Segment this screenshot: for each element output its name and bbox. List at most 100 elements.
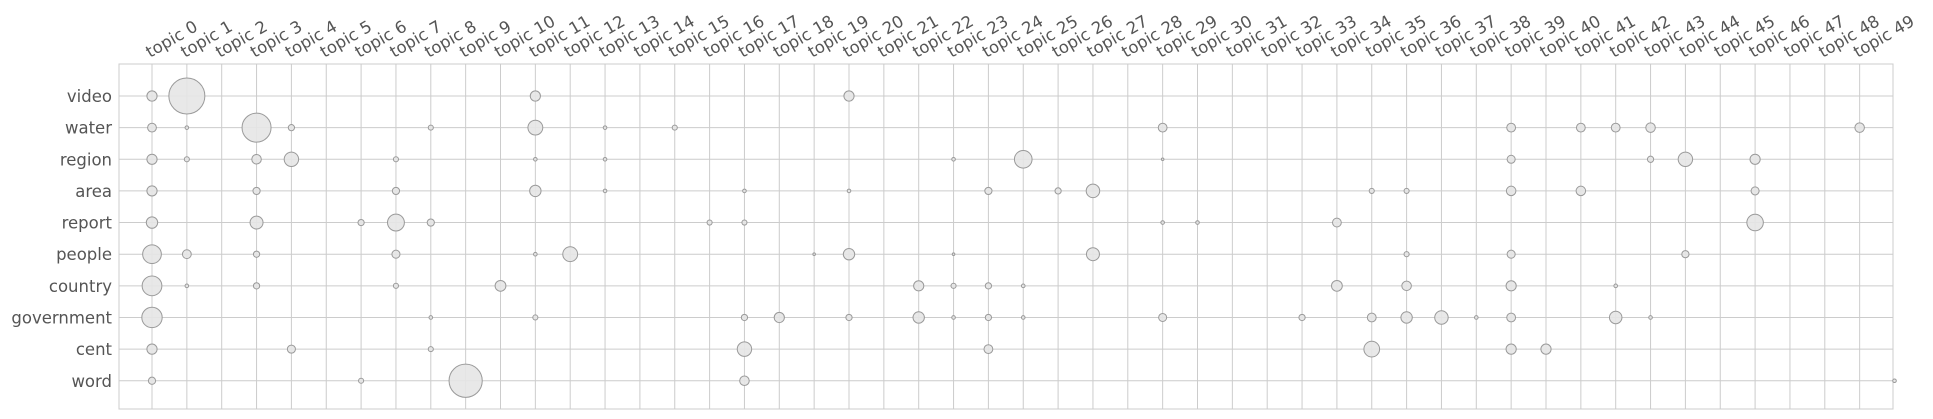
bubble-point — [1506, 154, 1516, 164]
bubble-point — [1677, 151, 1694, 167]
bubble-point — [1854, 122, 1865, 133]
bubble-point — [1434, 310, 1449, 325]
bubble-point — [1506, 122, 1517, 133]
bubble-point — [529, 184, 542, 198]
y-tick-label: region — [60, 150, 112, 169]
bubble-point — [562, 246, 579, 263]
bubble-point — [951, 156, 956, 162]
bubble-point — [146, 153, 158, 165]
bubble-point — [168, 77, 206, 115]
bubble-point — [846, 188, 852, 194]
bubble-point — [983, 344, 994, 355]
bubble-point — [147, 376, 157, 385]
bubble-point — [736, 341, 753, 357]
bubble-point — [426, 218, 435, 227]
y-tick-label: word — [71, 372, 112, 391]
bubble-point — [141, 306, 163, 329]
bubble-point — [392, 156, 399, 163]
bubble-point — [1085, 183, 1101, 199]
bubble-point — [1366, 312, 1377, 323]
y-tick-label: video — [67, 87, 112, 106]
bubble-point — [1645, 122, 1656, 133]
bubble-point — [532, 314, 539, 321]
bubble-point — [428, 315, 434, 320]
bubble-point — [1506, 249, 1516, 259]
bubble-point — [1195, 220, 1200, 225]
bubble-point — [913, 280, 925, 292]
bubble-point — [1331, 279, 1343, 292]
y-tick-label: report — [62, 214, 113, 233]
bubble-point — [1054, 187, 1062, 195]
bubble-point — [1474, 315, 1479, 320]
bubble-point — [1403, 187, 1410, 194]
bubble-point — [1020, 315, 1026, 320]
bubble-point — [1505, 343, 1517, 355]
bubble-point — [1160, 220, 1165, 225]
bubble-point — [249, 215, 264, 230]
bubble-point — [286, 344, 296, 354]
bubble-point — [1298, 313, 1306, 322]
bubble-point — [1505, 185, 1517, 197]
bubble-point — [146, 90, 158, 102]
bubble-point — [773, 311, 785, 324]
bubble-point — [181, 249, 192, 260]
bubble-point — [1401, 280, 1412, 292]
bubble-point — [283, 151, 300, 167]
bubble-point — [1160, 157, 1165, 162]
y-tick-label: government — [11, 308, 112, 327]
plot-frame — [118, 63, 1894, 410]
bubble-point — [1085, 247, 1100, 262]
bubble-point — [427, 346, 434, 353]
bubble-point — [1749, 153, 1761, 165]
bubble-point — [740, 313, 749, 322]
bubbles — [141, 77, 1897, 398]
bubble-point — [147, 122, 157, 133]
bubble-point — [387, 213, 405, 232]
bubble-point — [842, 248, 856, 261]
bubble-point — [146, 185, 158, 197]
bubble-point — [1158, 312, 1168, 323]
bubble-point — [742, 188, 747, 194]
bubble-point — [1746, 213, 1764, 232]
bubble-point — [1892, 378, 1897, 384]
bubble-point — [183, 156, 190, 163]
bubble-point — [1505, 280, 1517, 292]
bubble-point — [141, 275, 163, 297]
bubble-point — [391, 186, 401, 196]
bubble-point — [533, 251, 538, 257]
bubble-point — [812, 252, 816, 256]
y-tick-labels: video water region area report people country g… — [11, 87, 112, 391]
bubble-point — [1540, 343, 1552, 355]
bubble-point — [845, 313, 853, 322]
bubble-point — [146, 343, 158, 355]
bubble-point — [984, 282, 993, 290]
bubble-point — [1681, 250, 1690, 259]
bubble-point — [427, 124, 434, 131]
bubble-point — [984, 186, 993, 196]
bubble-point — [1608, 310, 1623, 325]
bubble-point — [251, 154, 262, 165]
bubble-point — [1610, 122, 1621, 133]
bubble-point — [1013, 149, 1033, 169]
bubble-point — [529, 90, 541, 102]
bubble-point — [1648, 315, 1653, 320]
bubble-point — [533, 156, 538, 162]
bubble-point — [984, 313, 993, 322]
bubble-point — [1368, 187, 1375, 194]
bubble-point — [448, 363, 483, 398]
y-tick-label: water — [65, 119, 112, 138]
bubble-point — [391, 249, 401, 259]
bubble-point — [184, 283, 190, 289]
y-tick-label: area — [75, 182, 112, 201]
bubble-point — [1506, 312, 1517, 323]
bubble-point — [1750, 186, 1760, 196]
bubble-point — [184, 125, 190, 130]
bubble-point — [252, 250, 261, 258]
bubble-point — [494, 279, 507, 292]
bubble-point — [392, 282, 399, 289]
bubble-point — [1575, 185, 1587, 197]
bubble-point — [287, 124, 296, 132]
grid-lines — [118, 63, 1894, 410]
